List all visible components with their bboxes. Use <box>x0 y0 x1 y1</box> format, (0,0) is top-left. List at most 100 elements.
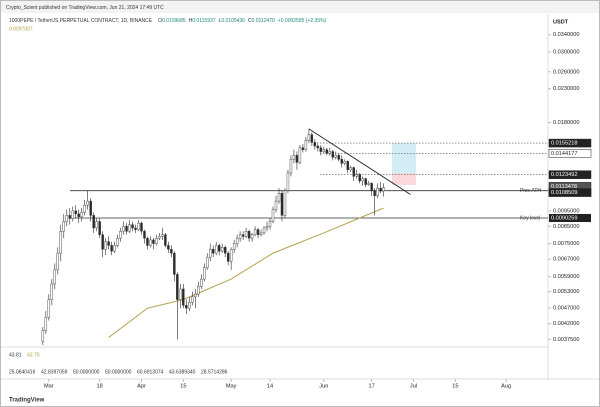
y-tick-label: 0.0059000 <box>553 274 579 280</box>
candle-body <box>226 252 230 262</box>
trendline <box>308 128 411 195</box>
price-label: 0.0108509 <box>551 190 577 196</box>
candle-body <box>125 226 128 232</box>
y-tick-label: 0.0067000 <box>553 257 579 263</box>
candle-body <box>343 161 346 164</box>
x-tick-label: May <box>226 383 237 389</box>
candle-body <box>232 243 236 250</box>
candle-body <box>182 288 185 306</box>
ohlc-key: O <box>158 18 162 24</box>
indicator-value: 42.8397059 <box>41 369 68 375</box>
candle-body <box>170 249 173 254</box>
ohlc-key: H <box>189 18 193 24</box>
ma-readout: 0.0097007 <box>9 26 33 32</box>
ohlc-value: 0.0105436 <box>221 18 245 24</box>
x-tick-label: 15 <box>452 383 458 389</box>
candle-body <box>376 187 379 196</box>
candle-body <box>101 234 104 250</box>
candle-body <box>80 212 83 218</box>
price-label: 0.0123492 <box>551 172 577 178</box>
candle-body <box>107 241 110 246</box>
candle-body <box>167 245 170 250</box>
level-label: Key level <box>520 215 540 221</box>
candle-body <box>149 239 152 246</box>
price-label-box <box>549 213 591 222</box>
ohlc-key: C <box>248 18 252 24</box>
y-tick-label: 0.0180000 <box>553 120 579 126</box>
candle-body <box>71 210 74 219</box>
moving-average <box>108 207 384 338</box>
price-label: 0.0144177 <box>551 151 577 157</box>
indicator-value: 60.6913074 <box>137 369 164 375</box>
candle-body <box>331 151 334 158</box>
candle-body <box>74 210 77 215</box>
candle-body <box>185 305 188 309</box>
position-stop-zone <box>392 173 416 185</box>
symbol: 1000PEPE / TetherUS PERPETUAL CONTRACT, … <box>9 18 153 24</box>
candle-body <box>313 142 317 147</box>
candle-body <box>271 209 275 222</box>
candle-body <box>247 231 251 239</box>
candle-body <box>319 147 323 152</box>
candle-body <box>298 147 302 163</box>
candle-body <box>337 155 340 160</box>
ohlc-value: 0.0109685 <box>162 18 186 24</box>
x-tick-label: Mar <box>44 383 54 389</box>
candle-body <box>325 149 329 154</box>
indicator-value: 28.5714286 <box>201 369 228 375</box>
candle-body <box>137 222 140 230</box>
y-tick-label: 0.0075000 <box>553 241 579 247</box>
candle-body <box>361 178 364 182</box>
candle-body <box>50 283 54 300</box>
candle-body <box>215 245 218 254</box>
candle-body <box>373 190 376 196</box>
candle-body <box>179 288 182 300</box>
currency: USDT <box>553 19 569 25</box>
candle-body <box>220 247 224 252</box>
candle-body <box>86 200 89 206</box>
price-label: 0.0155218 <box>551 141 577 147</box>
candle-body <box>155 237 158 244</box>
candle-body <box>143 231 146 239</box>
candle-body <box>77 213 80 218</box>
candle-body <box>244 231 248 237</box>
x-tick-label: 15 <box>180 383 186 389</box>
x-tick-label: Aug <box>501 383 511 389</box>
y-tick-label: 0.0037500 <box>553 337 579 343</box>
candle-body <box>265 226 269 229</box>
candle-body <box>65 215 68 222</box>
candle-body <box>104 241 107 250</box>
y-tick-label: 0.0095000 <box>553 208 579 214</box>
footer-brand: TradingView <box>9 398 45 404</box>
candle-body <box>128 224 131 232</box>
y-tick-label: 0.0230000 <box>553 86 579 92</box>
candle-body <box>292 155 296 160</box>
candle-body <box>200 278 203 287</box>
candle-body <box>122 226 125 232</box>
candle-body <box>253 229 257 235</box>
chart-header: 1000PEPE / TetherUS PERPETUAL CONTRACT, … <box>9 18 327 24</box>
change: +0.0002585 (+2.35%) <box>278 18 327 24</box>
candle-body <box>367 183 370 185</box>
candle-body <box>53 269 57 285</box>
candle-body <box>116 237 119 246</box>
candle-body <box>134 227 137 230</box>
candle-body <box>56 252 59 271</box>
candle-body <box>259 232 263 235</box>
candle-body <box>113 245 116 252</box>
indicator-value: 43.75 <box>27 352 40 358</box>
x-tick-label: Apr <box>137 383 146 389</box>
publisher: Crypto_Scient published on TradingView.c… <box>6 5 164 11</box>
candle-body <box>349 167 352 170</box>
candle-body <box>370 183 373 191</box>
candle-body <box>218 245 221 252</box>
candle-body <box>131 224 134 229</box>
candle-body <box>250 234 254 239</box>
candle-body <box>173 252 176 275</box>
candle-body <box>164 234 167 246</box>
candle-body <box>289 159 293 174</box>
candle-body <box>379 187 382 192</box>
candle-body <box>283 190 287 216</box>
candle-body <box>346 161 349 170</box>
candle-body <box>59 231 62 254</box>
